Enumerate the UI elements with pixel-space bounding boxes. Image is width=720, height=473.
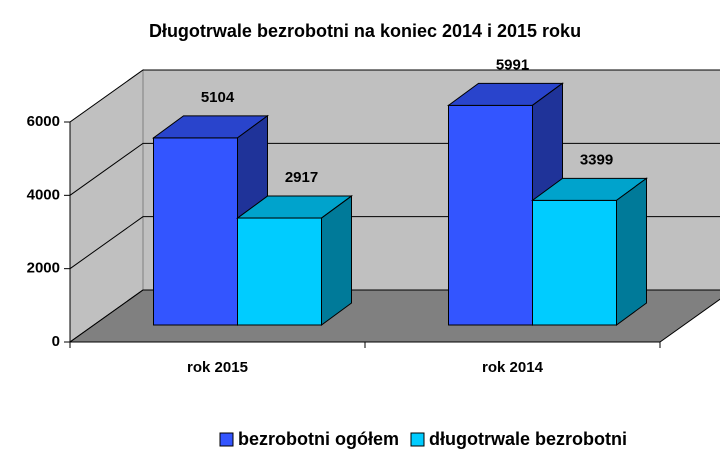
- data-label: 2917: [285, 169, 318, 186]
- y-tick-label: 2000: [27, 260, 60, 277]
- legend-swatch: [410, 432, 425, 447]
- legend-swatch: [219, 432, 234, 447]
- bar: [448, 104, 533, 326]
- bar-side: [321, 195, 352, 326]
- legend-label: bezrobotni ogółem: [238, 429, 399, 449]
- x-tick-label: rok 2015: [187, 359, 248, 376]
- y-tick-label: 6000: [27, 113, 60, 130]
- bar: [532, 199, 617, 326]
- x-tick-label: rok 2014: [482, 359, 544, 376]
- legend-label: długotrwale bezrobotni: [429, 429, 627, 449]
- bar: [237, 217, 322, 326]
- data-label: 3399: [580, 151, 613, 168]
- y-tick-label: 0: [52, 333, 60, 350]
- data-label: 5104: [201, 89, 235, 106]
- bar-side: [616, 177, 647, 326]
- y-tick-label: 4000: [27, 186, 60, 203]
- data-label: 5991: [496, 56, 529, 73]
- grid-line: [69, 69, 720, 123]
- chart-title: Długotrwale bezrobotni na koniec 2014 i …: [149, 21, 581, 41]
- bar: [153, 137, 238, 326]
